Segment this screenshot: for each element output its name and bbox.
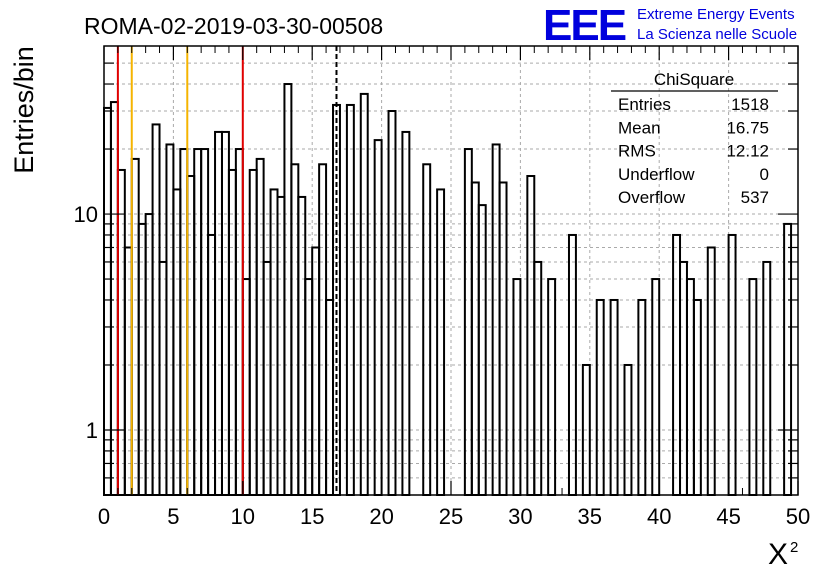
y-axis-label: Entries/bin [9,46,39,174]
stats-row-value: 12.12 [726,142,769,161]
marker-lines [116,46,338,495]
x-tick-label: 20 [369,504,393,529]
y-tick-label: 1 [86,418,98,443]
x-tick-label: 30 [508,504,532,529]
logo-mark: EEE [543,1,626,50]
logo: EEE Extreme Energy Events La Scienza nel… [543,1,797,50]
x-tick-label: 45 [716,504,740,529]
x-tick-label: 35 [578,504,602,529]
stats-row-value: 0 [760,165,769,184]
stats-row-label: Entries [618,95,671,114]
stats-row-label: RMS [618,142,656,161]
logo-line-2: La Scienza nelle Scuole [637,26,797,43]
x-tick-label: 50 [786,504,810,529]
x-tick-label: 0 [98,504,110,529]
x-axis-label: X [768,538,788,571]
stats-box: ChiSquare Entries 1518 Mean 16.75 RMS 12.12 Un… [611,70,778,207]
stats-row-value: 1518 [731,95,769,114]
stats-row-label: Underflow [618,165,695,184]
x-tick-label: 25 [439,504,463,529]
x-tick-label: 5 [167,504,179,529]
stats-row-label: Overflow [618,188,686,207]
chart-title: ROMA-02-2019-03-30-00508 [84,13,383,39]
x-axis-label-superscript: 2 [790,539,798,556]
stats-row-value: 537 [741,188,769,207]
y-tick-label: 10 [74,202,98,227]
stats-box-title: ChiSquare [654,70,734,89]
x-tick-label: 10 [231,504,255,529]
grid [104,46,798,495]
stats-row-value: 16.75 [726,118,769,137]
logo-line-1: Extreme Energy Events [637,6,795,23]
x-tick-label: 40 [647,504,671,529]
axis-ticks: 0 5 10 15 20 25 30 35 40 45 50 1 10 [74,46,810,529]
x-tick-label: 15 [300,504,324,529]
stats-row-label: Mean [618,118,661,137]
